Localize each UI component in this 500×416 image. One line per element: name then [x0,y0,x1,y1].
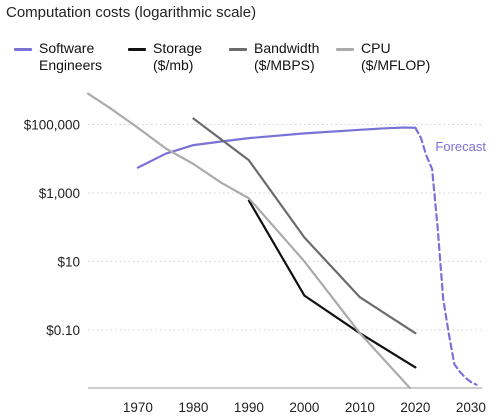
x-tick-label: 2030 [456,400,486,415]
legend-item-bandwidth: Bandwidth ($/MBPS) [229,40,319,74]
legend-label-software-engineers: Software Engineers [39,40,103,73]
legend-swatch-cpu [336,48,354,51]
x-tick-label: 2020 [400,400,430,415]
legend-item-cpu: CPU ($/MFLOP) [336,40,430,74]
legend-item-software-engineers: Software Engineers [14,40,102,74]
y-tick-label: $1,000 [39,186,80,201]
x-tick-label: 1990 [234,400,264,415]
x-tick-label: 1970 [123,400,153,415]
x-tick-label: 2010 [345,400,375,415]
legend-item-storage: Storage ($/mb) [128,40,202,74]
series-line-software [136,126,417,169]
legend-swatch-storage [128,48,146,51]
legend-swatch-software-engineers [14,48,32,51]
series-line-forecast [414,126,478,386]
series-line-storage [247,199,417,369]
forecast-annotation: Forecast [435,139,486,154]
legend-label-storage: Storage ($/mb) [153,40,203,73]
x-tick-label: 2000 [289,400,319,415]
y-tick-label: $100,000 [24,118,80,133]
chart-title: Computation costs (logarithmic scale) [6,4,257,21]
series-line-bandwidth [192,117,417,335]
legend-label-bandwidth: Bandwidth ($/MBPS) [254,40,320,73]
legend-swatch-bandwidth [229,48,247,51]
x-tick-label: 1980 [178,400,208,415]
series-line-cpu [86,92,411,390]
y-tick-label: $0.10 [46,323,80,338]
legend-label-cpu: CPU ($/MFLOP) [361,40,431,73]
y-tick-label: $10 [57,254,80,269]
